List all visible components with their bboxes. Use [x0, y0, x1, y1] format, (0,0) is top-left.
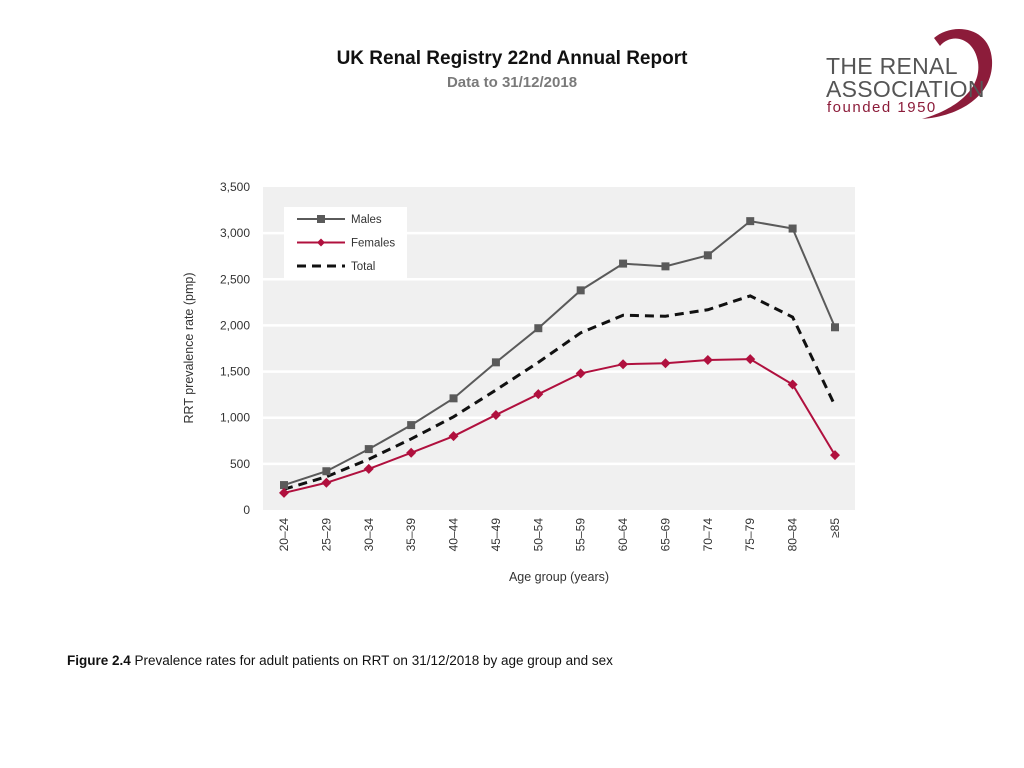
series-line-males	[283, 220, 836, 487]
y-axis-ticks: 0 500 1,000 1,500 2,000 2,500 3,000 3,500	[220, 180, 250, 517]
data-point-females	[448, 431, 459, 442]
figure-caption: Figure 2.4 Prevalence rates for adult pa…	[67, 653, 613, 668]
data-point-females	[575, 368, 586, 379]
renal-association-logo: THE RENAL ASSOCIATION founded 1950	[822, 24, 997, 120]
report-title: UK Renal Registry 22nd Annual Report	[336, 48, 688, 69]
data-point-females	[490, 409, 501, 420]
legend-label: Females	[351, 238, 395, 250]
data-point-males	[619, 259, 628, 268]
legend-marker-square-icon	[317, 215, 325, 223]
legend-label: Males	[351, 214, 382, 226]
x-tick-label: 50–54	[531, 518, 545, 552]
data-point-males	[576, 286, 585, 295]
y-tick-label: 1,500	[220, 365, 250, 379]
y-tick-label: 3,000	[220, 226, 250, 240]
data-point-males	[534, 324, 543, 333]
x-tick-label: 25–29	[319, 518, 333, 552]
legend-marker-diamond-icon	[317, 238, 325, 247]
y-tick-label: 2,500	[220, 272, 250, 286]
y-tick-label: 3,500	[220, 180, 250, 194]
prevalence-chart: 0 500 1,000 1,500 2,000 2,500 3,000 3,500 20–24…	[182, 180, 855, 584]
y-axis-label: RRT prevalence rate (pmp)	[182, 273, 196, 424]
data-point-females	[279, 487, 289, 498]
x-tick-label: 45–49	[489, 518, 503, 552]
data-point-females	[533, 389, 544, 400]
y-tick-label: 2,000	[220, 318, 250, 332]
data-point-females	[321, 477, 332, 488]
data-point-males	[788, 224, 797, 233]
data-point-males	[703, 251, 712, 260]
logo-line-2: ASSOCIATION	[826, 76, 985, 102]
data-point-females	[660, 358, 671, 369]
y-tick-label: 1,000	[220, 411, 250, 425]
data-point-females	[618, 359, 629, 370]
data-point-males	[449, 394, 458, 403]
data-point-males	[407, 421, 416, 430]
series-line-total	[283, 294, 837, 491]
legend-label: Total	[351, 261, 375, 273]
series-line-females	[283, 358, 836, 494]
x-tick-label: 70–74	[701, 518, 715, 552]
data-point-females	[830, 450, 840, 461]
series-group	[279, 217, 840, 498]
x-tick-label: 55–59	[574, 518, 588, 552]
y-tick-label: 500	[230, 457, 250, 471]
x-tick-label: 30–34	[362, 518, 376, 552]
data-point-females	[363, 463, 374, 474]
data-point-males	[491, 358, 500, 367]
data-point-males	[746, 217, 755, 226]
x-tick-label: 20–24	[277, 518, 291, 552]
x-tick-label: 65–69	[658, 518, 672, 552]
report-subtitle: Data to 31/12/2018	[446, 74, 578, 91]
x-axis-ticks: 20–24 25–29 30–34 35–39 40–44 45–49 50–54 55–59…	[277, 518, 842, 552]
report-header: UK Renal Registry 22nd Annual Report Dat…	[0, 46, 1024, 94]
data-point-females	[787, 379, 798, 390]
y-tick-label: 0	[243, 503, 250, 517]
data-point-males	[831, 323, 839, 332]
chart-legend: Males Females Total	[284, 207, 407, 278]
x-tick-label: 80–84	[786, 518, 800, 552]
data-point-females	[702, 355, 713, 366]
data-point-females	[406, 447, 417, 458]
x-tick-label: 75–79	[743, 518, 757, 552]
data-point-males	[280, 481, 288, 490]
figure-description: Prevalence rates for adult patients on R…	[130, 653, 613, 668]
logo-line-3: founded 1950	[827, 99, 937, 116]
data-point-males	[322, 467, 331, 476]
data-point-males	[364, 445, 373, 454]
logo-line-1: THE RENAL	[826, 53, 958, 79]
data-point-males	[661, 262, 670, 271]
figure-label: Figure 2.4	[67, 653, 131, 668]
x-tick-label: ≥85	[828, 518, 842, 538]
x-tick-label: 60–64	[616, 518, 630, 552]
x-tick-label: 35–39	[404, 518, 418, 552]
x-axis-label: Age group (years)	[509, 570, 609, 584]
kidney-swoosh-icon	[922, 28, 993, 119]
gridlines	[263, 231, 855, 466]
x-tick-label: 40–44	[447, 518, 461, 552]
data-point-females	[745, 354, 756, 365]
